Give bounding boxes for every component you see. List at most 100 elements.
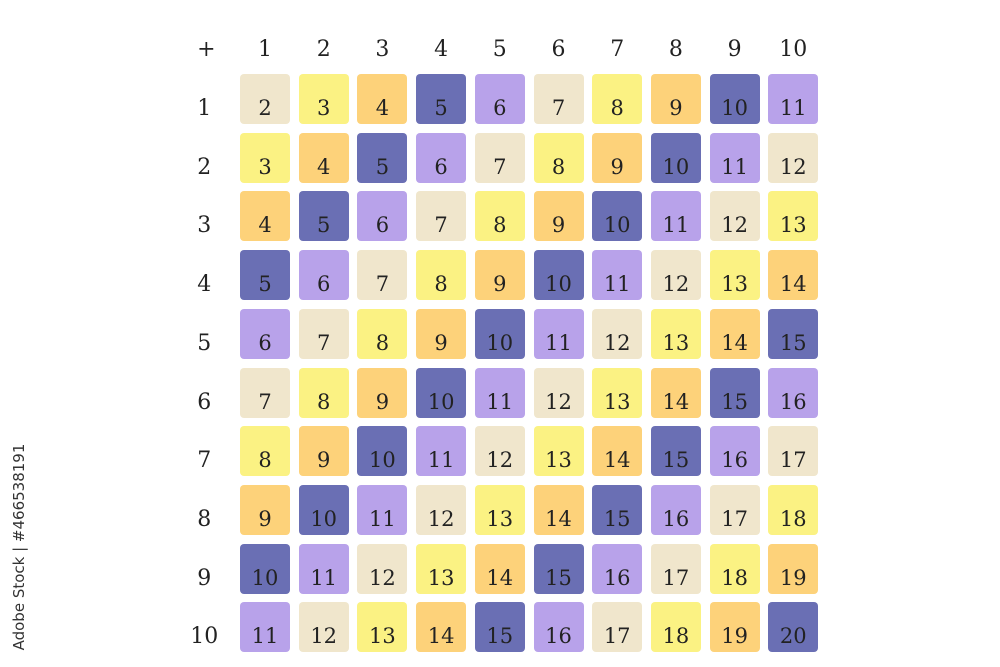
- sum-cell: 11: [709, 132, 760, 183]
- sum-cell: 13: [592, 367, 643, 418]
- sum-cell: 2: [240, 74, 290, 124]
- sum-cell: 19: [709, 602, 760, 653]
- row-header: 7: [197, 448, 212, 474]
- column-header: 3: [375, 37, 390, 62]
- sum-cell: 10: [357, 426, 408, 477]
- sum-cell: 3: [298, 74, 349, 124]
- sum-cell: 11: [357, 484, 408, 535]
- sum-cell: 14: [592, 426, 643, 477]
- stock-id-label: Adobe Stock | #466538191: [10, 432, 28, 662]
- row-header: 9: [197, 565, 212, 591]
- sum-cell: 20: [768, 602, 819, 653]
- sum-cell: 8: [474, 191, 525, 242]
- sum-cell: 14: [416, 602, 467, 653]
- sum-cell: 13: [474, 484, 525, 535]
- sum-cell: 16: [533, 602, 584, 653]
- row-header: 2: [197, 154, 212, 180]
- sum-cell: 5: [357, 132, 408, 183]
- sum-cell: 8: [240, 426, 290, 477]
- sum-cell: 14: [533, 484, 584, 535]
- sum-cell: 16: [592, 543, 643, 594]
- sum-cell: 17: [768, 426, 819, 477]
- sum-cell: 19: [768, 543, 819, 594]
- sum-cell: 12: [533, 367, 584, 418]
- sum-cell: 4: [357, 74, 408, 124]
- row-header: 4: [197, 272, 212, 298]
- sum-cell: 13: [709, 250, 760, 301]
- sum-cell: 16: [768, 367, 819, 418]
- sum-cell: 10: [298, 484, 349, 535]
- sum-cell: 13: [416, 543, 467, 594]
- sum-cell: 13: [768, 191, 819, 242]
- column-header: 9: [727, 37, 742, 62]
- sum-cell: 11: [416, 426, 467, 477]
- sum-cell: 11: [592, 250, 643, 301]
- sum-cell: 7: [357, 250, 408, 301]
- sum-cell: 12: [709, 191, 760, 242]
- sum-cell: 11: [650, 191, 701, 242]
- sum-cell: 7: [474, 132, 525, 183]
- row-header: 3: [197, 213, 212, 239]
- column-header: 10: [779, 37, 808, 62]
- sum-cell: 15: [533, 543, 584, 594]
- column-header: 1: [258, 37, 272, 62]
- sum-cell: 11: [474, 367, 525, 418]
- sum-cell: 8: [357, 308, 408, 359]
- sum-cell: 18: [709, 543, 760, 594]
- sum-cell: 9: [474, 250, 525, 301]
- sum-cell: 8: [298, 367, 349, 418]
- sum-cell: 15: [650, 426, 701, 477]
- sum-cell: 9: [650, 74, 701, 124]
- sum-cell: 15: [768, 308, 819, 359]
- column-header: 8: [668, 37, 683, 62]
- sum-cell: 15: [592, 484, 643, 535]
- sum-cell: 8: [533, 132, 584, 183]
- sum-cell: 9: [416, 308, 467, 359]
- sum-cell: 9: [240, 484, 290, 535]
- column-header: 7: [610, 37, 625, 62]
- sum-cell: 9: [298, 426, 349, 477]
- sum-cell: 4: [240, 191, 290, 242]
- sum-cell: 15: [709, 367, 760, 418]
- sum-cell: 14: [768, 250, 819, 301]
- sum-cell: 13: [357, 602, 408, 653]
- sum-cell: 12: [416, 484, 467, 535]
- sum-cell: 18: [768, 484, 819, 535]
- sum-cell: 6: [240, 308, 290, 359]
- column-header: 4: [434, 37, 449, 62]
- sum-cell: 12: [357, 543, 408, 594]
- sum-cell: 18: [650, 602, 701, 653]
- sum-cell: 10: [650, 132, 701, 183]
- sum-cell: 17: [650, 543, 701, 594]
- sum-cell: 7: [298, 308, 349, 359]
- sum-cell: 7: [416, 191, 467, 242]
- sum-cell: 16: [650, 484, 701, 535]
- sum-cell: 13: [650, 308, 701, 359]
- column-header: 5: [492, 37, 507, 62]
- row-header: 5: [197, 330, 212, 356]
- sum-cell: 6: [298, 250, 349, 301]
- sum-cell: 10: [240, 543, 290, 594]
- sum-cell: 15: [474, 602, 525, 653]
- sum-cell: 11: [533, 308, 584, 359]
- sum-cell: 8: [592, 74, 643, 124]
- sum-cell: 13: [533, 426, 584, 477]
- sum-cell: 5: [240, 250, 290, 301]
- sum-cell: 14: [709, 308, 760, 359]
- sum-cell: 4: [298, 132, 349, 183]
- sum-cell: 11: [240, 602, 290, 653]
- sum-cell: 11: [298, 543, 349, 594]
- sum-cell: 12: [650, 250, 701, 301]
- row-header: 10: [190, 624, 219, 650]
- column-header: 2: [316, 37, 331, 62]
- column-header: 6: [551, 37, 566, 62]
- sum-cell: 17: [709, 484, 760, 535]
- sum-cell: 10: [474, 308, 525, 359]
- sum-cell: 16: [709, 426, 760, 477]
- sum-cell: 9: [533, 191, 584, 242]
- sum-cell: 12: [592, 308, 643, 359]
- sum-cell: 6: [357, 191, 408, 242]
- sum-cell: 10: [533, 250, 584, 301]
- sum-cell: 6: [474, 74, 525, 124]
